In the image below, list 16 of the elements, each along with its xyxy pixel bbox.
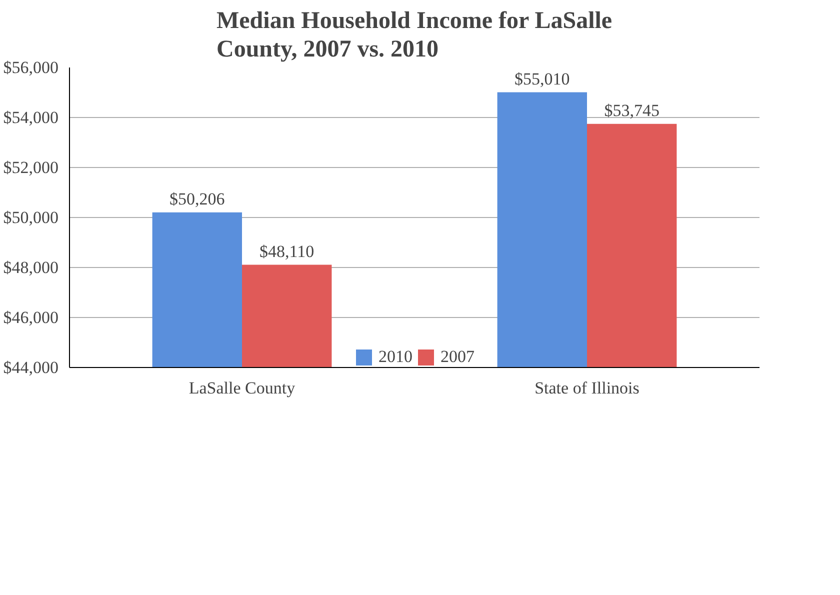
y-tick-label: $50,000	[3, 208, 58, 227]
x-tick-label: State of Illinois	[534, 378, 640, 398]
y-tick-label: $46,000	[3, 308, 58, 327]
legend-label: 2007	[440, 347, 474, 367]
y-tick-label: $44,000	[3, 358, 58, 377]
text: $48,110	[260, 242, 314, 261]
y-tick-label: $52,000	[3, 158, 58, 177]
chart-title: Median Household Income for LaSalle County, 2007 vs. 2010	[216, 8, 612, 62]
y-tick-label: $48,000	[3, 258, 58, 277]
text: $55,010	[514, 69, 570, 88]
text: $50,206	[170, 189, 225, 208]
y-tick-label: $54,000	[3, 108, 58, 127]
legend-label: 2010	[378, 347, 412, 367]
text: $53,745	[604, 100, 660, 120]
y-tick-label: $56,000	[3, 58, 58, 77]
x-tick-label: LaSalle County	[188, 378, 296, 398]
